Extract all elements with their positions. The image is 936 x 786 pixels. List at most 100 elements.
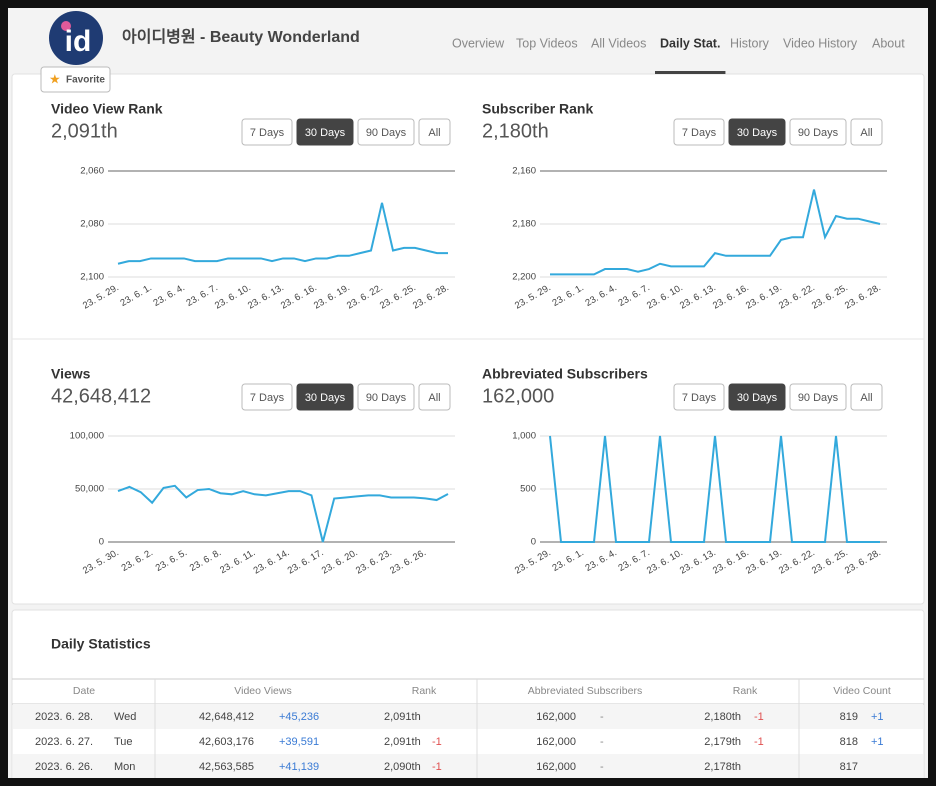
range-button[interactable] <box>418 383 451 411</box>
table-cell: 162,000 <box>536 736 576 748</box>
table-row <box>13 754 923 778</box>
range-button-label[interactable]: All <box>428 392 440 404</box>
nav-item[interactable]: Daily Stat. <box>660 36 720 50</box>
table-cell: 2,178th <box>704 761 741 773</box>
chart-title: Video View Rank <box>51 101 163 117</box>
y-tick-label: 2,100 <box>80 272 104 283</box>
y-tick-label: 2,200 <box>512 272 536 283</box>
range-button-label[interactable]: 30 Days <box>305 127 346 139</box>
column-header: Rank <box>412 685 437 697</box>
table-cell: 42,563,585 <box>199 761 254 773</box>
range-button-label[interactable]: 30 Days <box>737 127 778 139</box>
table-cell: 2023. 6. 26. <box>35 761 93 773</box>
y-tick-label: 2,160 <box>512 166 536 177</box>
nav-item[interactable]: Top Videos <box>516 36 578 50</box>
range-button[interactable] <box>357 383 415 411</box>
channel-title: 아이디병원 - Beauty Wonderland <box>122 28 360 46</box>
range-button-label[interactable]: 7 Days <box>682 392 717 404</box>
chart-title: Views <box>51 366 91 382</box>
table-cell: 2023. 6. 28. <box>35 711 93 723</box>
range-button[interactable] <box>296 118 354 146</box>
favorite-button[interactable] <box>40 66 111 93</box>
table-cell: Tue <box>114 736 133 748</box>
range-button-label[interactable]: 30 Days <box>737 392 778 404</box>
table-cell: 162,000 <box>536 711 576 723</box>
nav-underline <box>655 71 726 74</box>
range-button[interactable] <box>673 118 725 146</box>
y-tick-label: 500 <box>520 484 536 495</box>
nav-item[interactable]: About <box>872 36 905 50</box>
y-tick-label: 100,000 <box>70 431 104 442</box>
y-tick-label: 0 <box>99 537 104 548</box>
table-cell: 42,603,176 <box>199 736 254 748</box>
table-cell: Wed <box>114 711 136 723</box>
table-row <box>13 729 923 754</box>
table-cell: - <box>600 761 604 773</box>
range-button-label[interactable]: 7 Days <box>250 127 285 139</box>
nav-item[interactable]: History <box>730 36 770 50</box>
range-button-label[interactable]: 90 Days <box>366 127 407 139</box>
table-title: Daily Statistics <box>51 636 151 652</box>
nav-item[interactable]: Overview <box>452 36 505 50</box>
table-cell: +1 <box>871 736 884 748</box>
table-cell: - <box>600 736 604 748</box>
nav-item[interactable]: All Videos <box>591 36 646 50</box>
table-cell: +45,236 <box>279 711 319 723</box>
range-button[interactable] <box>728 383 786 411</box>
table-cell: 42,648,412 <box>199 711 254 723</box>
column-header: Video Count <box>833 685 891 697</box>
range-button-label[interactable]: 90 Days <box>798 392 839 404</box>
line-series <box>550 189 881 276</box>
range-button[interactable] <box>673 383 725 411</box>
range-button[interactable] <box>789 118 847 146</box>
table-cell: 2,091th <box>384 711 421 723</box>
range-button-label[interactable]: All <box>428 127 440 139</box>
range-button-label[interactable]: 90 Days <box>366 392 407 404</box>
range-button[interactable] <box>728 118 786 146</box>
y-tick-label: 0 <box>531 537 536 548</box>
table-cell: 162,000 <box>536 761 576 773</box>
table-cell: +39,591 <box>279 736 319 748</box>
logo-text: id <box>65 25 92 58</box>
range-button[interactable] <box>850 118 883 146</box>
table-cell: +41,139 <box>279 761 319 773</box>
y-tick-label: 2,180 <box>512 219 536 230</box>
range-button-label[interactable]: All <box>860 127 872 139</box>
range-button-label[interactable]: 90 Days <box>798 127 839 139</box>
column-header: Abbreviated Subscribers <box>528 685 642 697</box>
chart-headline: 2,180th <box>482 120 549 142</box>
chart-title: Abbreviated Subscribers <box>482 366 648 382</box>
range-button[interactable] <box>296 383 354 411</box>
column-header: Rank <box>733 685 758 697</box>
y-tick-label: 50,000 <box>75 484 104 495</box>
y-tick-label: 2,060 <box>80 166 104 177</box>
page: id 아이디병원 - Beauty Wonderland ★ Favorite … <box>8 8 928 778</box>
favorite-label: Favorite <box>66 75 105 86</box>
nav-item[interactable]: Video History <box>783 36 858 50</box>
range-button[interactable] <box>241 383 293 411</box>
y-tick-label: 1,000 <box>512 431 536 442</box>
table-cell: - <box>600 711 604 723</box>
table-cell: 817 <box>840 761 858 773</box>
logo-flower <box>61 21 71 31</box>
table-cell: Mon <box>114 761 135 773</box>
y-tick-label: 2,080 <box>80 219 104 230</box>
range-button-label[interactable]: All <box>860 392 872 404</box>
range-button[interactable] <box>418 118 451 146</box>
line-series <box>117 202 448 265</box>
column-header: Video Views <box>234 685 291 697</box>
table-cell: 2,091th <box>384 736 421 748</box>
range-button-label[interactable]: 30 Days <box>305 392 346 404</box>
range-button[interactable] <box>789 383 847 411</box>
range-button[interactable] <box>357 118 415 146</box>
table-cell: 2,090th <box>384 761 421 773</box>
table-cell: 2,180th <box>704 711 741 723</box>
table-cell: -1 <box>754 736 764 748</box>
chart-title: Subscriber Rank <box>482 101 593 117</box>
chart-headline: 162,000 <box>482 385 554 407</box>
range-button[interactable] <box>241 118 293 146</box>
range-button-label[interactable]: 7 Days <box>250 392 285 404</box>
favorite-star: ★ <box>49 71 61 86</box>
range-button[interactable] <box>850 383 883 411</box>
range-button-label[interactable]: 7 Days <box>682 127 717 139</box>
